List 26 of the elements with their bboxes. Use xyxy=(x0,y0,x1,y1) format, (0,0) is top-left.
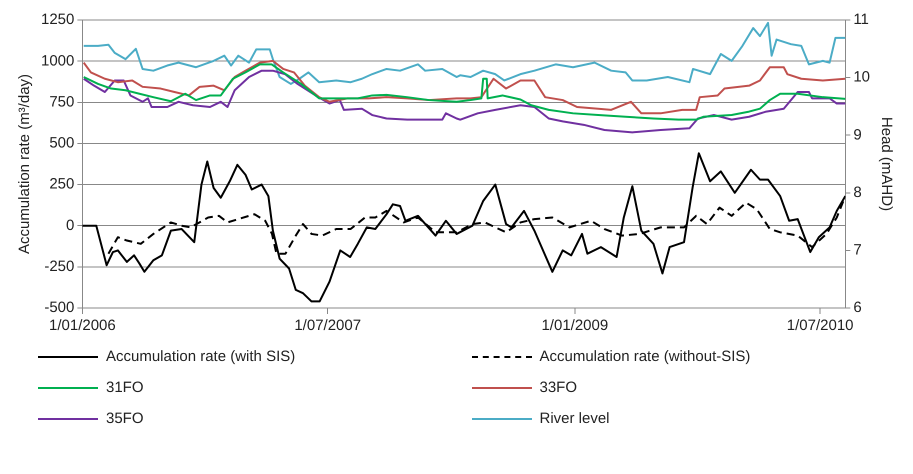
y2-tick-label: 11 xyxy=(853,11,869,28)
x-tick-label: 1/01/2006 xyxy=(49,317,116,334)
y2-tick-label: 10 xyxy=(853,68,870,86)
y-tick-label: 250 xyxy=(49,176,74,193)
x-tick-label: 1/07/2010 xyxy=(786,317,854,334)
y-tick-label: 1250 xyxy=(40,11,74,28)
legend-label: 31FO xyxy=(106,379,144,396)
y-tick-label: -250 xyxy=(44,258,74,275)
y-axis-title: Accumulation rate (m³/day) xyxy=(16,74,34,254)
y-tick-label: 500 xyxy=(49,134,74,152)
x-tick-label: 1/07/2007 xyxy=(294,317,362,334)
legend-label: River level xyxy=(540,410,610,427)
legend-label: 35FO xyxy=(106,410,144,427)
y2-tick-label: 8 xyxy=(853,184,862,201)
y2-tick-label: 9 xyxy=(853,126,862,144)
y-tick-label: 750 xyxy=(49,93,74,110)
legend-label: 33FO xyxy=(540,379,578,396)
x-tick-label: 1/01/2009 xyxy=(541,317,608,334)
y2-tick-label: 6 xyxy=(853,299,862,316)
y-tick-label: 1000 xyxy=(40,52,74,70)
y2-axis-title: Head (mAHD) xyxy=(878,116,895,212)
y2-tick-label: 7 xyxy=(853,242,862,259)
legend-label: Accumulation rate (with SIS) xyxy=(106,348,296,365)
y-tick-label: -500 xyxy=(44,299,74,316)
legend-label: Accumulation rate (without-SIS) xyxy=(540,348,750,365)
y-tick-label: 0 xyxy=(66,216,74,234)
